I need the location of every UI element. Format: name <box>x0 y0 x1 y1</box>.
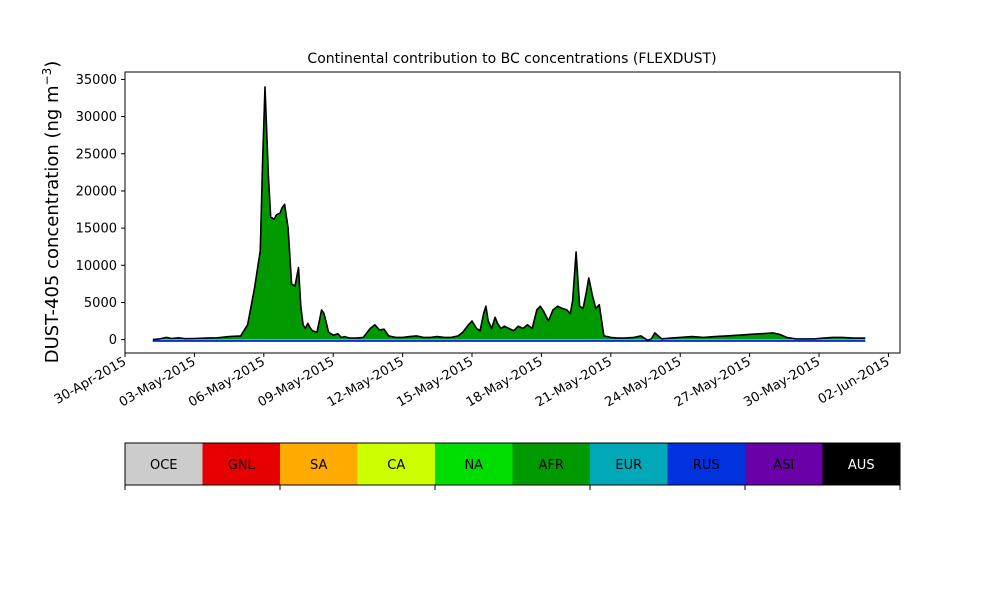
legend-swatch-na <box>435 443 513 485</box>
y-axis-label-main: DUST-405 concentration (ng m <box>42 85 63 363</box>
x-tick-label: 21-May-2015 <box>533 354 615 410</box>
legend-label-sa: SA <box>310 458 327 473</box>
legend-swatch-oce <box>125 443 203 485</box>
x-tick-label: 03-May-2015 <box>117 354 199 410</box>
legend-label-na: NA <box>464 458 483 473</box>
y-tick-label: 10000 <box>76 259 117 274</box>
total-line <box>152 86 866 342</box>
plot-area <box>124 71 901 354</box>
y-tick-label: 25000 <box>76 147 117 162</box>
x-tick-label: 30-May-2015 <box>741 354 823 410</box>
y-tick-label: 20000 <box>76 184 117 199</box>
y-tick-label: 30000 <box>76 110 117 125</box>
legend-swatch-ca <box>357 443 435 485</box>
legend-label-ca: CA <box>387 458 405 473</box>
y-tick-label: 5000 <box>84 296 117 311</box>
legend-label-oce: OCE <box>150 458 178 473</box>
y-axis-label: DUST-405 concentration (ng m−3) <box>40 61 63 364</box>
chart-title: Continental contribution to BC concentra… <box>307 51 716 67</box>
plot-frame <box>124 71 901 354</box>
x-tick-label: 02-Jun-2015 <box>816 354 893 407</box>
x-tick-label: 09-May-2015 <box>256 354 338 410</box>
legend-label-afr: AFR <box>539 458 564 473</box>
y-tick-label: 15000 <box>76 222 117 237</box>
x-tick-label: 18-May-2015 <box>464 354 546 410</box>
legend-label-asi: ASI <box>773 458 794 473</box>
legend-frame <box>124 442 901 486</box>
legend: OCE GNL SA CA NA AFR EUR RUS ASI AUS <box>124 442 901 490</box>
legend-swatch-eur <box>590 443 668 485</box>
y-tick-label: 35000 <box>76 73 117 88</box>
x-tick-label: 06-May-2015 <box>186 354 268 410</box>
x-tick-label: 12-May-2015 <box>325 354 407 410</box>
y-axis-label-close: ) <box>42 61 63 68</box>
y-axis: 0 5000 10000 15000 20000 25000 30000 35000 <box>76 73 125 348</box>
legend-swatch-sa <box>280 443 358 485</box>
legend-swatch-rus <box>667 443 745 485</box>
legend-swatch-asi <box>745 443 823 485</box>
legend-swatch-afr <box>512 443 590 485</box>
afr-area <box>152 86 866 341</box>
y-tick-label: 0 <box>109 333 117 348</box>
x-tick-label: 24-May-2015 <box>603 354 685 410</box>
legend-swatch-gnl <box>202 443 280 485</box>
x-tick-label: 15-May-2015 <box>394 354 476 410</box>
legend-swatch-aus <box>822 443 900 485</box>
legend-label-gnl: GNL <box>228 458 256 473</box>
y-axis-label-exponent: −3 <box>40 68 54 86</box>
legend-label-aus: AUS <box>848 458 875 473</box>
legend-label-rus: RUS <box>693 458 720 473</box>
legend-label-eur: EUR <box>615 458 642 473</box>
x-axis: 30-Apr-201503-May-201506-May-201509-May-… <box>52 353 893 410</box>
x-tick-label: 27-May-2015 <box>672 354 754 410</box>
